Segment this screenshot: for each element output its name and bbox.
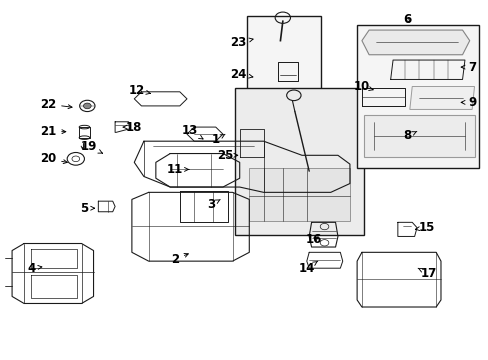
Text: 13: 13 <box>181 124 203 139</box>
Text: 7: 7 <box>460 60 475 73</box>
Text: 12: 12 <box>128 84 150 96</box>
Text: 21: 21 <box>40 125 66 138</box>
Polygon shape <box>364 115 473 157</box>
Bar <box>234 88 364 235</box>
Text: 10: 10 <box>353 80 372 93</box>
Text: 14: 14 <box>298 261 317 275</box>
Text: 5: 5 <box>80 202 94 215</box>
Text: 11: 11 <box>166 163 188 176</box>
Text: 20: 20 <box>40 152 67 165</box>
Text: 24: 24 <box>230 68 252 81</box>
Text: 22: 22 <box>40 98 72 111</box>
Text: 9: 9 <box>460 96 475 109</box>
Polygon shape <box>409 86 473 109</box>
Bar <box>246 16 321 95</box>
Text: 8: 8 <box>403 129 416 143</box>
Circle shape <box>83 103 91 109</box>
Text: 2: 2 <box>171 253 188 266</box>
Polygon shape <box>249 168 349 221</box>
Text: 16: 16 <box>305 234 322 247</box>
Bar <box>356 25 478 168</box>
Text: 18: 18 <box>123 121 142 134</box>
Text: 4: 4 <box>27 262 42 275</box>
Text: 6: 6 <box>403 13 411 26</box>
Text: 17: 17 <box>417 267 436 280</box>
Text: 1: 1 <box>211 133 224 146</box>
Text: 3: 3 <box>206 198 220 211</box>
Text: 23: 23 <box>230 36 253 49</box>
Polygon shape <box>361 30 469 55</box>
Text: 15: 15 <box>414 221 434 234</box>
Text: 19: 19 <box>81 140 102 153</box>
Text: 25: 25 <box>217 149 237 162</box>
